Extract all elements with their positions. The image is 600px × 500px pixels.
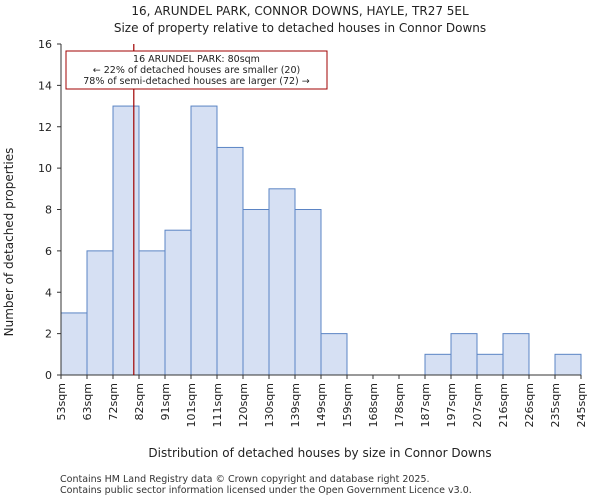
x-tick-label: 149sqm: [315, 383, 328, 427]
y-tick-label: 2: [45, 328, 52, 341]
y-tick-label: 14: [38, 79, 52, 92]
bar-53sqm: [60, 312, 88, 376]
x-tick-label: 63sqm: [81, 383, 94, 420]
x-tick-label: 82sqm: [133, 383, 146, 420]
y-tick-label: 8: [45, 204, 52, 217]
bar-111sqm: [216, 146, 244, 376]
x-tick-label: 197sqm: [445, 383, 458, 427]
y-tick-label: 16: [38, 38, 52, 51]
x-tick-label: 53sqm: [55, 383, 68, 420]
chart-title: Size of property relative to detached ho…: [113, 21, 487, 35]
x-tick-label: 245sqm: [575, 383, 588, 427]
bar-235sqm: [554, 353, 582, 376]
x-tick-label: 91sqm: [159, 383, 172, 420]
footer-copyright: Contains HM Land Registry data © Crown c…: [60, 474, 430, 485]
x-tick-label: 226sqm: [523, 383, 536, 427]
y-tick-label: 4: [45, 286, 52, 299]
bar-139sqm: [294, 209, 322, 376]
y-tick-label: 6: [45, 245, 52, 258]
x-tick-label: 159sqm: [341, 383, 354, 427]
x-tick-label: 101sqm: [185, 383, 198, 427]
y-tick-label: 10: [38, 162, 52, 175]
bar-72sqm: [112, 105, 140, 376]
x-tick-label: 216sqm: [497, 383, 510, 427]
bar-187sqm: [424, 353, 452, 376]
annotation-larger: 78% of semi-detached houses are larger (…: [83, 76, 310, 87]
x-tick-label: 178sqm: [393, 383, 406, 427]
bar-101sqm: [190, 105, 218, 376]
annotation-box: [65, 50, 328, 90]
x-tick-label: 139sqm: [289, 383, 302, 427]
bar-149sqm: [320, 333, 348, 376]
bar-207sqm: [476, 353, 504, 376]
x-tick-label: 111sqm: [211, 383, 224, 427]
bar-63sqm: [86, 250, 114, 376]
y-axis-label: Number of detached properties: [2, 148, 16, 337]
x-tick-label: 187sqm: [419, 383, 432, 427]
bar-91sqm: [164, 229, 192, 376]
annotation-smaller: ← 22% of detached houses are smaller (20…: [93, 65, 300, 76]
bar-130sqm: [268, 188, 296, 376]
y-tick-label: 12: [38, 121, 52, 134]
footer-licence: Contains public sector information licen…: [60, 485, 472, 496]
bar-197sqm: [450, 333, 478, 376]
y-tick-label: 0: [45, 369, 52, 382]
x-tick-label: 120sqm: [237, 383, 250, 427]
x-tick-label: 235sqm: [549, 383, 562, 427]
bar-216sqm: [502, 333, 530, 376]
chart-title-address: 16, ARUNDEL PARK, CONNOR DOWNS, HAYLE, T…: [131, 4, 469, 18]
bar-82sqm: [138, 250, 166, 376]
annotation-title: 16 ARUNDEL PARK: 80sqm: [133, 54, 260, 65]
x-tick-label: 72sqm: [107, 383, 120, 420]
x-tick-label: 207sqm: [471, 383, 484, 427]
bar-120sqm: [242, 209, 270, 376]
x-tick-label: 168sqm: [367, 383, 380, 427]
x-tick-label: 130sqm: [263, 383, 276, 427]
x-axis-label: Distribution of detached houses by size …: [148, 446, 491, 460]
